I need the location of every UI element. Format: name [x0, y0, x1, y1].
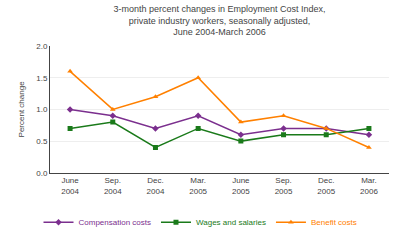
svg-text:0.5: 0.5 — [36, 137, 48, 146]
svg-text:3-month percent changes in Emp: 3-month percent changes in Employment Co… — [113, 4, 325, 37]
svg-text:Sep.2004: Sep.2004 — [104, 176, 122, 195]
svg-text:2.0: 2.0 — [36, 42, 48, 51]
svg-text:Mar.2005: Mar.2005 — [189, 176, 207, 195]
svg-text:Percent change: Percent change — [17, 81, 26, 138]
svg-text:Dec.2004: Dec.2004 — [147, 176, 165, 195]
svg-text:1.0: 1.0 — [36, 105, 48, 114]
svg-text:Dec.2005: Dec.2005 — [317, 176, 335, 195]
svg-text:June2005: June2005 — [232, 176, 250, 195]
svg-text:June2004: June2004 — [61, 176, 79, 195]
svg-text:Wages and salaries: Wages and salaries — [196, 218, 266, 227]
svg-text:Sep.2005: Sep.2005 — [275, 176, 293, 195]
svg-text:Compensation costs: Compensation costs — [79, 218, 151, 227]
svg-text:Benefit costs: Benefit costs — [311, 218, 357, 227]
svg-text:1.5: 1.5 — [36, 74, 48, 83]
svg-text:Mar.2006: Mar.2006 — [360, 176, 378, 195]
svg-text:0.0: 0.0 — [36, 169, 48, 178]
